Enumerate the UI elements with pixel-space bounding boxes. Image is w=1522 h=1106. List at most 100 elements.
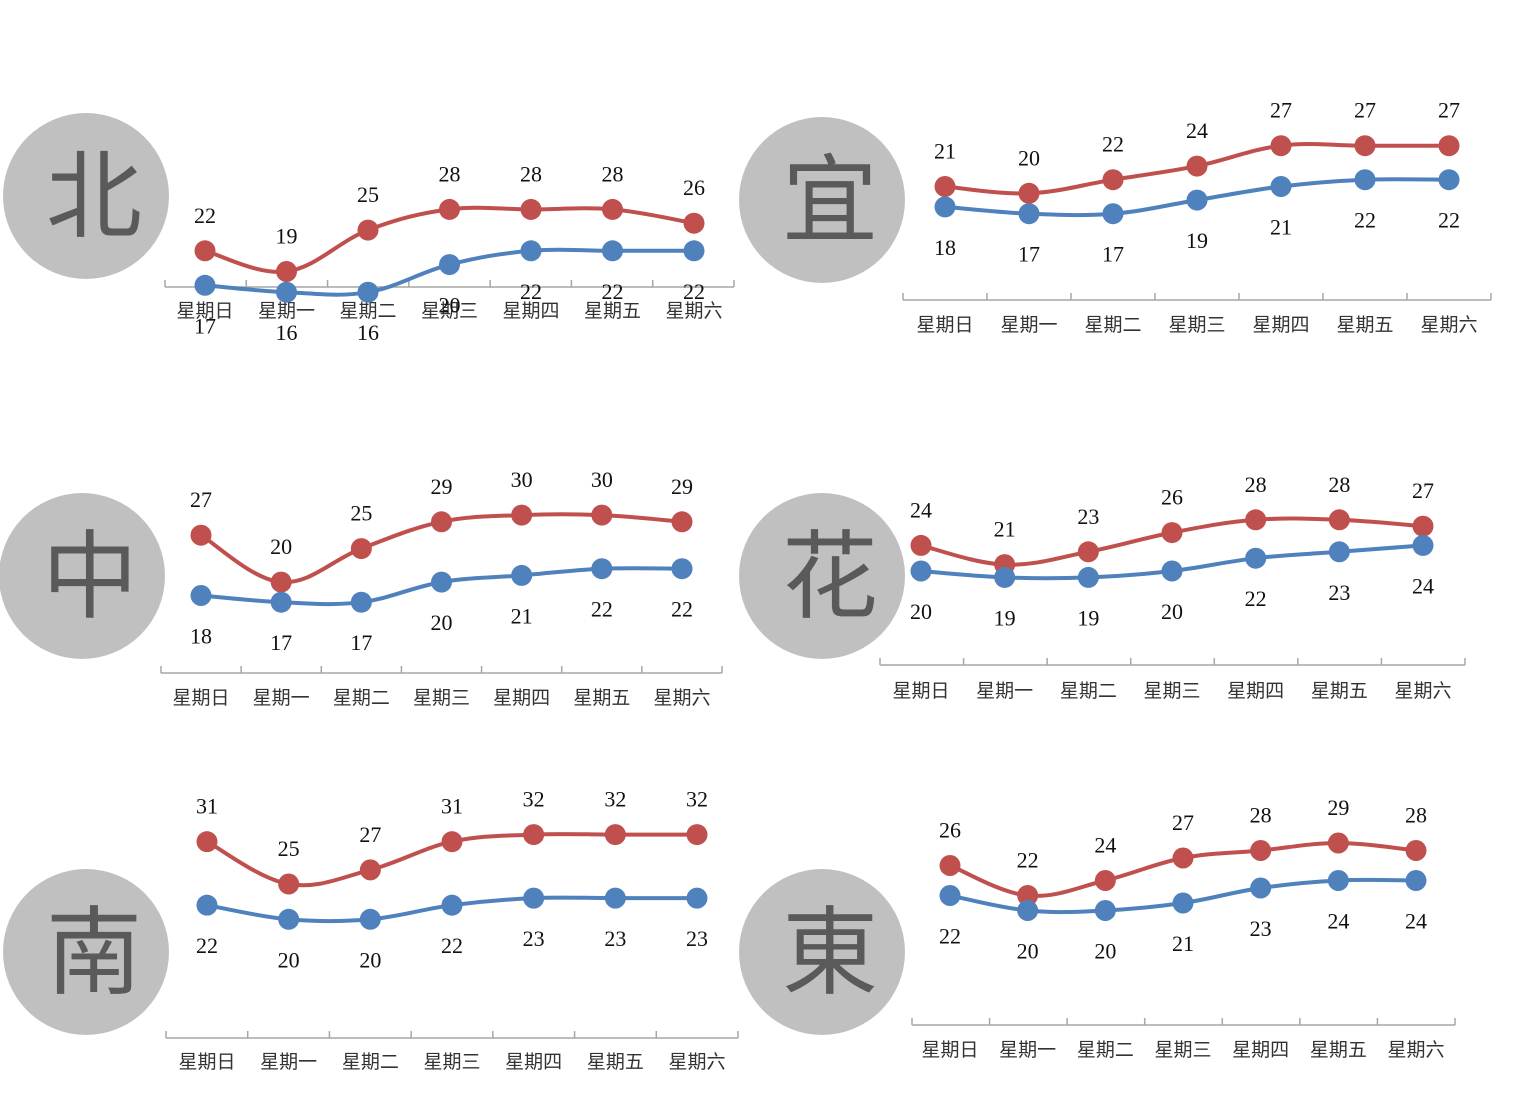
- high-temp-label: 24: [910, 497, 932, 522]
- high-temp-label: 27: [1270, 98, 1292, 123]
- high-temp-label: 25: [357, 182, 379, 207]
- high-temp-point: [276, 261, 297, 282]
- low-temp-point: [591, 558, 613, 580]
- high-temp-label: 21: [934, 139, 956, 164]
- low-temp-label: 22: [441, 933, 463, 958]
- high-temp-series: 22 19 25 28 28 28 26: [194, 161, 705, 282]
- low-temp-label: 22: [1354, 208, 1376, 233]
- low-temp-point: [1327, 870, 1349, 891]
- low-temp-label: 21: [1172, 931, 1194, 956]
- low-temp-series: 17 16 16 20 22 22 22: [194, 240, 705, 345]
- x-tick-label: 星期五: [587, 1051, 644, 1073]
- low-temp-point: [350, 591, 372, 613]
- high-temp-label: 28: [1245, 472, 1267, 497]
- low-temp-point: [686, 887, 708, 909]
- region-circle: [739, 869, 905, 1035]
- low-temp-point: [1354, 169, 1376, 191]
- low-temp-series: 20 19 19 20 22 23 24: [910, 534, 1434, 630]
- low-temp-label: 17: [1102, 242, 1124, 267]
- high-temp-label: 28: [1405, 803, 1427, 828]
- low-temp-label: 17: [194, 313, 216, 338]
- region-label: 東: [782, 897, 878, 1009]
- low-temp-point: [359, 908, 381, 930]
- high-temp-label: 22: [1017, 848, 1039, 873]
- high-temp-series: 21 20 22 24 27 27 27: [934, 98, 1460, 204]
- high-temp-label: 22: [1102, 132, 1124, 157]
- low-temp-series: 22 20 20 22 23 23 23: [196, 887, 708, 972]
- x-tick-label: 星期三: [1168, 314, 1225, 336]
- high-temp-label: 32: [604, 787, 626, 812]
- low-temp-point: [194, 274, 216, 296]
- x-tick-label: 星期六: [1394, 680, 1451, 702]
- x-tick-label: 星期日: [921, 1039, 978, 1061]
- low-temp-point: [1245, 547, 1267, 569]
- high-temp-point: [359, 859, 381, 881]
- high-temp-label: 24: [1094, 833, 1116, 858]
- high-temp-label: 29: [431, 474, 453, 499]
- high-temp-label: 30: [591, 467, 613, 492]
- high-temp-point: [1270, 135, 1292, 157]
- region-circle: [3, 113, 169, 279]
- low-temp-label: 23: [686, 926, 708, 951]
- high-temp-point: [604, 824, 626, 846]
- low-temp-point: [439, 254, 460, 276]
- x-tick-label: 星期一: [260, 1051, 317, 1073]
- region-circle: [739, 493, 905, 659]
- high-temp-point: [1172, 847, 1194, 869]
- low-temp-label: 20: [1017, 939, 1039, 964]
- high-temp-point: [196, 831, 218, 853]
- high-temp-label: 20: [270, 534, 292, 559]
- low-temp-label: 18: [934, 235, 956, 260]
- x-tick-label: 星期五: [1310, 1039, 1367, 1061]
- high-temp-point: [1161, 522, 1183, 544]
- x-tick-label: 星期六: [668, 1051, 725, 1073]
- low-temp-point: [523, 887, 545, 909]
- high-temp-point: [1250, 840, 1272, 861]
- low-temp-point: [683, 240, 705, 262]
- x-tick-label: 星期一: [976, 680, 1033, 702]
- region-label: 中: [42, 521, 138, 633]
- x-tick-label: 星期一: [1000, 314, 1057, 336]
- low-temp-label: 20: [278, 947, 300, 972]
- high-temp-point: [431, 511, 452, 533]
- high-temp-label: 25: [350, 501, 372, 526]
- high-temp-point: [1077, 541, 1099, 563]
- low-temp-point: [602, 240, 623, 262]
- high-temp-point: [1186, 155, 1208, 177]
- x-tick-label: 星期日: [176, 300, 233, 322]
- low-temp-label: 22: [671, 597, 693, 622]
- low-temp-label: 19: [1186, 228, 1208, 253]
- high-temp-point: [671, 511, 693, 533]
- high-temp-label: 22: [194, 203, 216, 228]
- high-temp-point: [520, 198, 542, 220]
- low-temp-label: 17: [270, 630, 292, 655]
- high-temp-point: [591, 504, 613, 526]
- high-temp-label: 31: [196, 794, 218, 819]
- high-temp-point: [278, 873, 300, 895]
- low-temp-label: 22: [520, 279, 542, 304]
- x-tick-label: 星期五: [573, 687, 630, 709]
- low-temp-label: 23: [523, 926, 545, 951]
- x-tick-label: 星期一: [258, 300, 315, 322]
- low-temp-label: 20: [359, 947, 381, 972]
- high-temp-point: [1018, 182, 1040, 204]
- high-temp-label: 32: [686, 787, 708, 812]
- high-temp-label: 19: [276, 224, 298, 249]
- x-tick-label: 星期三: [1143, 680, 1200, 702]
- high-temp-label: 26: [683, 175, 705, 200]
- high-temp-point: [511, 504, 533, 526]
- high-temp-label: 29: [671, 474, 693, 499]
- low-temp-label: 16: [357, 320, 379, 345]
- x-tick-label: 星期四: [505, 1051, 562, 1073]
- low-temp-label: 19: [1077, 605, 1099, 630]
- x-tick-label: 星期五: [1336, 314, 1393, 336]
- low-temp-label: 22: [1438, 208, 1460, 233]
- low-temp-label: 22: [196, 933, 218, 958]
- x-tick-label: 星期六: [665, 300, 722, 322]
- high-temp-label: 31: [441, 794, 463, 819]
- low-temp-series: 18 17 17 19 21 22 22: [934, 169, 1460, 267]
- low-temp-point: [939, 885, 961, 906]
- low-temp-point: [671, 558, 693, 580]
- region-label: 宜: [782, 145, 878, 257]
